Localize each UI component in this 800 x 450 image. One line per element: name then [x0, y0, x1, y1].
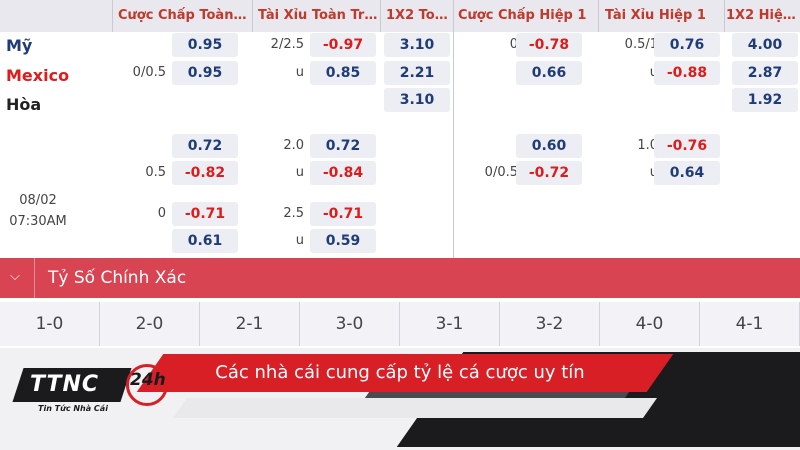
handicap-line: 0: [157, 206, 166, 221]
h1-ou-line: 0.5/1: [624, 37, 658, 52]
odd-h1-1x2-home[interactable]: 4.00: [732, 33, 798, 57]
odd-under[interactable]: 0.85: [310, 61, 376, 85]
odd-alt-handicap[interactable]: -0.71: [172, 202, 238, 226]
logo-tagline: Tin Tức Nhà Cái: [38, 404, 108, 413]
divider: [34, 258, 35, 298]
odd-h1-alt-under[interactable]: 0.64: [654, 161, 720, 185]
odd-alt-over[interactable]: 0.72: [310, 134, 376, 158]
odd-h1-alt-over[interactable]: -0.76: [654, 134, 720, 158]
odd-h1-under[interactable]: -0.88: [654, 61, 720, 85]
odds-table-header: Cược Chấp Toàn Trận Tài Xỉu Toàn Trận 1X…: [0, 0, 800, 32]
odd-h1-alt-handicap[interactable]: 0.60: [516, 134, 582, 158]
ou-line: 2.5: [283, 206, 304, 221]
h1-handicap-line: 0: [509, 37, 518, 52]
match-date: 08/02: [19, 193, 57, 208]
odd-alt-handicap[interactable]: -0.82: [172, 161, 238, 185]
col-header-handicap-h1[interactable]: Cược Chấp Hiệp 1: [458, 8, 587, 23]
logo-ring: [126, 364, 168, 406]
h1-ou-line: 1.0: [637, 138, 658, 153]
odd-alt-handicap[interactable]: 0.61: [172, 229, 238, 253]
score-tabs: 1-0 2-0 2-1 3-0 3-1 3-2 4-0 4-1: [0, 302, 800, 346]
odd-1x2-home[interactable]: 3.10: [384, 33, 450, 57]
divider: [598, 0, 599, 32]
odd-1x2-away[interactable]: 2.21: [384, 61, 450, 85]
odd-alt-over[interactable]: -0.71: [310, 202, 376, 226]
draw-label: Hòa: [6, 95, 42, 114]
h1-handicap-line: 0/0.5: [484, 165, 518, 180]
score-cell[interactable]: 4-1: [700, 302, 800, 346]
col-header-handicap-full[interactable]: Cược Chấp Toàn Trận: [118, 8, 248, 23]
score-cell[interactable]: 2-0: [100, 302, 200, 346]
banner-caption: Các nhà cái cung cấp tỷ lệ cá cược uy tí…: [215, 362, 585, 383]
odd-h1-1x2-draw[interactable]: 1.92: [732, 88, 798, 112]
score-cell[interactable]: 3-0: [300, 302, 400, 346]
odd-h1-home-handicap[interactable]: -0.78: [516, 33, 582, 57]
h1-ou-under-label: u: [608, 165, 658, 180]
divider: [380, 0, 381, 32]
score-cell[interactable]: 3-2: [500, 302, 600, 346]
banner-stripe-light: [172, 398, 658, 418]
ou-under-label: u: [295, 65, 304, 80]
logo-24h: 24h: [130, 370, 166, 390]
col-header-ou-h1[interactable]: Tài Xỉu Hiệp 1: [605, 8, 706, 23]
divider: [724, 0, 725, 32]
odd-away-handicap[interactable]: 0.95: [172, 61, 238, 85]
ou-line: 2.0: [283, 138, 304, 153]
half-divider: [453, 0, 454, 258]
odd-alt-under[interactable]: 0.59: [310, 229, 376, 253]
divider: [252, 0, 253, 32]
logo-text: TTNC: [30, 372, 100, 397]
col-header-1x2-h1[interactable]: 1X2 Hiệp 1: [726, 8, 796, 23]
odd-h1-alt-handicap[interactable]: -0.72: [516, 161, 582, 185]
odd-1x2-draw[interactable]: 3.10: [384, 88, 450, 112]
score-cell[interactable]: 4-0: [600, 302, 700, 346]
chevron-down-icon[interactable]: ⌵: [10, 269, 20, 284]
odd-over[interactable]: -0.97: [310, 33, 376, 57]
ou-line: 2/2.5: [270, 37, 304, 52]
score-cell[interactable]: 3-1: [400, 302, 500, 346]
divider: [112, 0, 113, 32]
team-away: Mexico: [6, 66, 70, 85]
handicap-line: 0/0.5: [132, 65, 166, 80]
odd-h1-1x2-away[interactable]: 2.87: [732, 61, 798, 85]
match-time: 07:30AM: [9, 214, 67, 229]
score-cell[interactable]: 2-1: [200, 302, 300, 346]
match-datetime: 08/02 07:30AM: [5, 190, 71, 232]
section-title: Tỷ Số Chính Xác: [48, 268, 187, 288]
ou-under-label: u: [295, 233, 304, 248]
col-header-ou-full[interactable]: Tài Xỉu Toàn Trận: [258, 8, 378, 23]
odd-alt-under[interactable]: -0.84: [310, 161, 376, 185]
h1-ou-under-label: u: [608, 65, 658, 80]
col-header-1x2-full[interactable]: 1X2 Toàn Trận: [386, 8, 454, 23]
odd-home-handicap[interactable]: 0.95: [172, 33, 238, 57]
score-cell[interactable]: 1-0: [0, 302, 100, 346]
odd-h1-over[interactable]: 0.76: [654, 33, 720, 57]
ou-under-label: u: [295, 165, 304, 180]
handicap-line: 0.5: [145, 165, 166, 180]
correct-score-section-header[interactable]: ⌵ Tỷ Số Chính Xác: [0, 258, 800, 298]
odd-h1-away-handicap[interactable]: 0.66: [516, 61, 582, 85]
team-home: Mỹ: [6, 36, 33, 55]
brand-logo: TTNC 24h Tin Tức Nhà Cái: [10, 360, 180, 418]
odd-alt-handicap[interactable]: 0.72: [172, 134, 238, 158]
